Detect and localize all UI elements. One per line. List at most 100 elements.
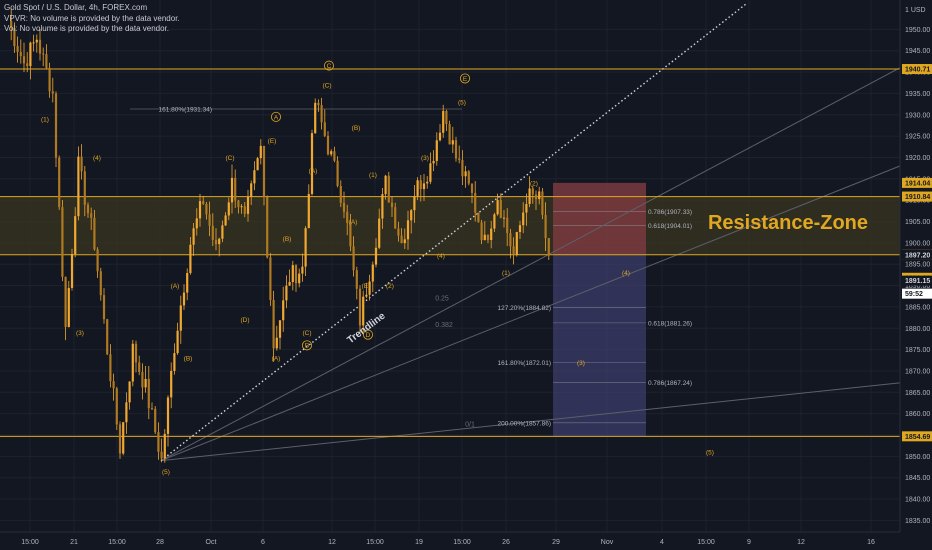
candle-body [374,247,378,265]
candle-body [531,188,534,195]
wave-label: (1) [369,172,377,179]
candle-body [186,273,189,293]
wave-label: (A) [171,283,180,290]
candle-body [106,319,109,355]
x-tick-label: 15:00 [453,539,471,546]
y-tick-label: 1860.00 [905,411,930,418]
candle-body [477,212,480,223]
price-tag-box [902,191,932,202]
wave-label: (4) [437,253,445,260]
x-tick-label: 28 [156,539,164,546]
x-tick-label: 12 [797,539,805,546]
legend-symbol[interactable]: Gold Spot / U.S. Dollar, 4h, FOREX.com [4,3,148,12]
wave-label: (5) [706,450,714,457]
candle-body [202,201,205,204]
candle-body [534,194,538,200]
candle-body [509,233,512,247]
candle-body [490,228,493,241]
fib-label: 0.786(1907.33) [648,209,692,216]
candle-body [445,110,448,125]
candle-body [544,214,547,239]
x-tick-label: 21 [70,539,78,546]
candle-body [493,214,496,229]
y-tick-label: 1920.00 [905,155,930,162]
candle-body [221,225,224,239]
y-tick-label: 1930.00 [905,112,930,119]
x-tick-label: 15:00 [366,539,384,546]
candle-body [275,337,278,349]
candle-body [515,232,518,255]
legend-vpvr[interactable]: VPVR: No volume is provided by the data … [4,13,180,23]
candle-body [429,163,432,182]
candle-body [170,370,173,398]
candle-body [93,217,96,250]
candle-body [410,210,413,221]
candles [10,7,550,463]
wave-label: (C) [302,330,311,337]
candle-body [320,105,323,123]
legend-vol[interactable]: Vol: No volume is provided by the data v… [4,24,169,33]
candle-body [141,372,144,388]
candle-body [205,203,208,215]
circled-wave-label: C [327,63,332,70]
candle-body [365,294,368,297]
candle-body [195,218,198,229]
y-tick-label: 1875.00 [905,347,930,354]
x-tick-label: 15:00 [108,539,126,546]
y-tick-label: 1850.00 [905,454,930,461]
candle-body [333,151,336,161]
fib-box-blue [553,254,646,437]
candle-body [288,281,291,286]
candle-body [253,170,256,184]
candle-body [214,239,218,245]
circled-wave-label: B [305,343,309,350]
candle-body [38,39,42,54]
candle-body [58,157,61,208]
candle-body [259,145,262,159]
candle-body [131,343,134,382]
candle-body [413,195,416,211]
chart-legend: Gold Spot / U.S. Dollar, 4h, FOREX.com V… [4,3,180,35]
candle-body [339,185,342,203]
price-tag-label: 1897.20 [905,252,930,259]
candle-body [29,42,32,67]
wave-label: (C) [225,155,234,162]
candle-body [112,381,115,389]
candle-body [358,288,362,326]
wave-label: (5) [458,99,466,106]
candle-body [211,225,214,240]
x-tick-label: 4 [660,539,664,546]
candle-body [102,295,106,320]
wave-label: (D) [240,317,249,324]
candle-body [144,378,147,388]
candle-body [19,51,22,57]
candle-body [371,264,374,282]
candle-body [10,21,13,29]
candle-body [160,451,163,459]
candle-body [243,206,246,214]
wave-label: (1) [502,270,510,277]
candle-body [294,265,298,284]
candle-body [448,124,451,145]
candle-body [547,238,550,256]
candle-body [67,287,70,327]
candle-body [42,53,45,55]
candle-body [125,402,128,423]
price-tag-label: 1910.84 [905,194,930,201]
y-tick-label: 1925.00 [905,134,930,141]
gann-label: 0.382 [435,322,453,329]
price-tag-label: 59:52 [905,291,923,298]
y-tick-label: 1880.00 [905,326,930,333]
candle-body [528,188,531,204]
candle-body [179,305,182,331]
y-tick-label: 1935.00 [905,91,930,98]
candle-body [163,433,166,459]
candle-body [342,202,346,212]
candle-body [227,202,230,216]
candle-body [230,177,234,203]
price-tag-box [902,249,932,260]
candle-body [317,102,320,106]
candle-body [48,67,51,92]
